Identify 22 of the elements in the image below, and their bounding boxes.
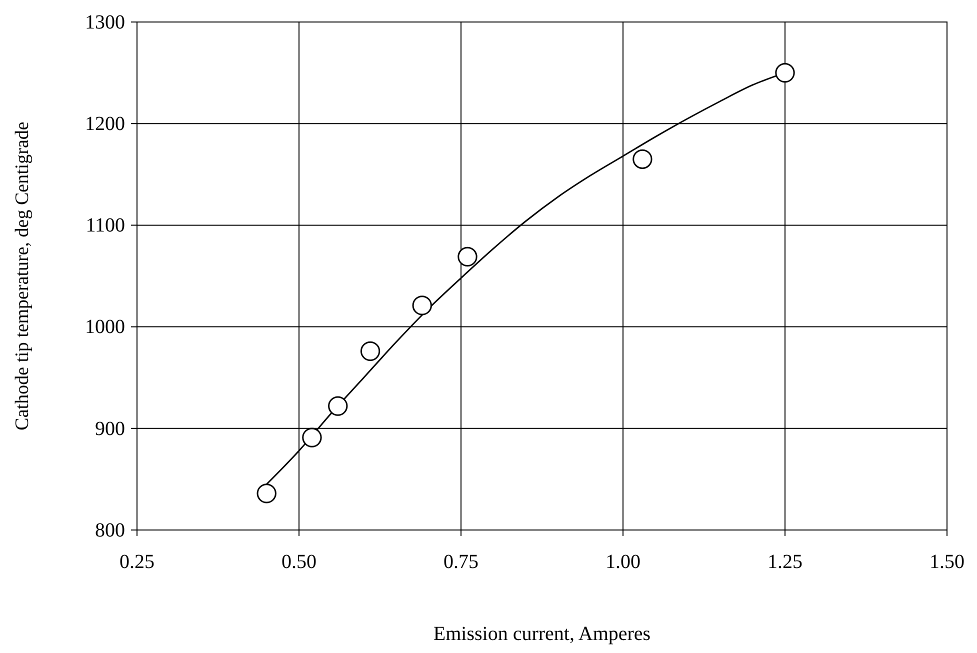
x-tick-label: 1.50 — [930, 551, 964, 574]
x-tick-label: 0.25 — [120, 551, 154, 574]
point — [256, 484, 276, 504]
y-tick-label: 1300 — [85, 11, 125, 34]
point — [458, 246, 478, 267]
x-tick-label: 1.25 — [768, 551, 802, 574]
y-axis-title: Cathode tip temperature, deg Centigrade — [12, 122, 33, 430]
y-tick-label: 800 — [95, 519, 125, 542]
y-tick-label: 1000 — [85, 316, 125, 338]
x-tick-label: 0.75 — [444, 551, 478, 574]
y-tick-label: 1200 — [85, 113, 125, 135]
point — [302, 428, 322, 448]
x-axis-title: Emission current, Amperes — [433, 623, 651, 645]
x-tick-label: 1.00 — [606, 551, 640, 574]
point — [360, 341, 380, 362]
point — [412, 296, 432, 316]
y-tick-label: 1100 — [86, 214, 125, 237]
x-tick-label: 0.50 — [282, 551, 316, 574]
point — [632, 149, 652, 169]
y-tick-label: 900 — [95, 418, 125, 440]
point — [775, 62, 795, 83]
point — [328, 396, 348, 416]
